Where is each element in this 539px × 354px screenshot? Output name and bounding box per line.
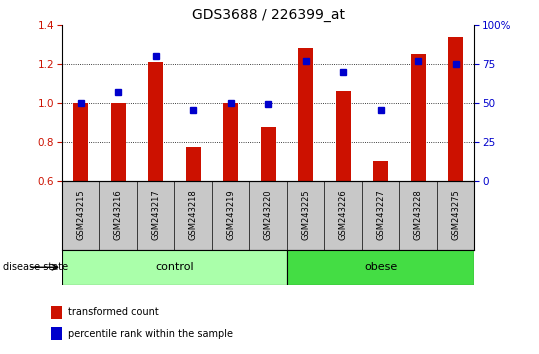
Bar [298, 48, 313, 181]
Bar [261, 127, 275, 181]
Text: GSM243226: GSM243226 [338, 190, 348, 240]
Text: GSM243220: GSM243220 [264, 190, 273, 240]
Text: GSM243228: GSM243228 [413, 190, 423, 240]
Bar [223, 103, 238, 181]
Bar [287, 250, 474, 285]
Text: GSM243225: GSM243225 [301, 190, 310, 240]
Bar [373, 161, 388, 181]
Text: GSM243219: GSM243219 [226, 190, 235, 240]
Text: control: control [155, 262, 194, 272]
Bar [448, 38, 463, 181]
Text: GSM243227: GSM243227 [376, 190, 385, 240]
Text: transformed count: transformed count [68, 307, 159, 318]
Bar [110, 103, 126, 181]
Text: percentile rank within the sample: percentile rank within the sample [68, 329, 233, 339]
Bar [185, 147, 201, 181]
Text: disease state: disease state [3, 262, 68, 272]
Title: GDS3688 / 226399_at: GDS3688 / 226399_at [192, 8, 344, 22]
Text: GSM243218: GSM243218 [189, 190, 198, 240]
Bar [51, 327, 62, 340]
Bar [51, 306, 62, 319]
Text: GSM243217: GSM243217 [151, 190, 160, 240]
Text: GSM243216: GSM243216 [114, 190, 123, 240]
Bar [73, 103, 88, 181]
Text: GSM243215: GSM243215 [76, 190, 85, 240]
Bar [148, 62, 163, 181]
Bar [336, 91, 351, 181]
Text: obese: obese [364, 262, 397, 272]
Text: GSM243275: GSM243275 [451, 190, 460, 240]
Bar [62, 250, 287, 285]
Bar [411, 54, 426, 181]
